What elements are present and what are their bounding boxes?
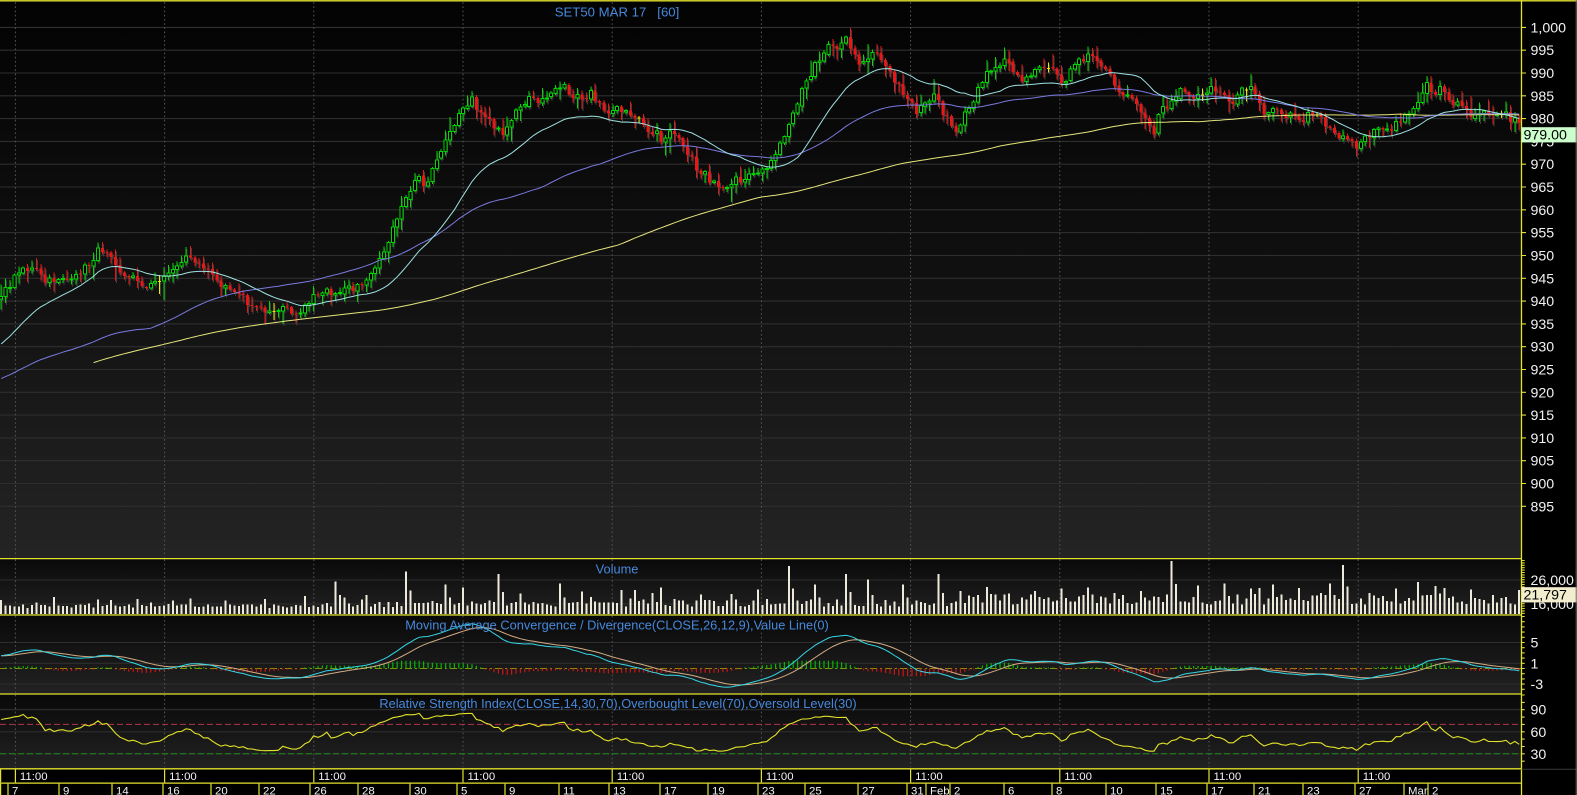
svg-text:5: 5 (461, 786, 467, 795)
svg-text:940: 940 (1531, 294, 1555, 310)
svg-text:SET50 MAR 17 [60]: SET50 MAR 17 [60] (555, 5, 680, 20)
svg-text:27: 27 (862, 786, 875, 795)
svg-text:21,797: 21,797 (1524, 588, 1568, 604)
svg-text:985: 985 (1531, 89, 1555, 105)
svg-text:905: 905 (1531, 454, 1555, 470)
svg-text:11: 11 (563, 786, 575, 795)
svg-text:Moving Average Convergence / D: Moving Average Convergence / Divergence(… (405, 617, 828, 632)
svg-text:23: 23 (1307, 786, 1320, 795)
svg-text:11:00: 11:00 (20, 771, 48, 783)
svg-text:11:00: 11:00 (1363, 771, 1391, 783)
svg-text:14: 14 (116, 786, 129, 795)
svg-text:895: 895 (1531, 499, 1555, 515)
svg-text:11:00: 11:00 (915, 771, 943, 783)
svg-text:10: 10 (1110, 786, 1123, 795)
svg-text:960: 960 (1531, 203, 1555, 219)
svg-text:23: 23 (762, 786, 775, 795)
svg-text:11:00: 11:00 (169, 771, 197, 783)
svg-text:910: 910 (1531, 431, 1555, 447)
svg-text:8: 8 (1056, 786, 1062, 795)
svg-text:2: 2 (954, 786, 960, 795)
svg-text:970: 970 (1531, 157, 1555, 173)
svg-text:17: 17 (1211, 786, 1224, 795)
svg-text:11:00: 11:00 (1214, 771, 1242, 783)
svg-text:30: 30 (414, 786, 427, 795)
svg-text:1,000: 1,000 (1531, 20, 1567, 36)
svg-text:11:00: 11:00 (318, 771, 346, 783)
svg-text:25: 25 (809, 786, 822, 795)
svg-text:7: 7 (12, 786, 18, 795)
svg-text:17: 17 (664, 786, 677, 795)
svg-text:90: 90 (1531, 703, 1547, 719)
svg-text:11:00: 11:00 (1064, 771, 1092, 783)
svg-text:6: 6 (1008, 786, 1014, 795)
svg-text:979.00: 979.00 (1524, 128, 1568, 144)
svg-text:1: 1 (1531, 656, 1539, 672)
svg-text:28: 28 (362, 786, 375, 795)
svg-text:Relative Strength Index(CLOSE,: Relative Strength Index(CLOSE,14,30,70),… (379, 696, 856, 711)
svg-text:950: 950 (1531, 249, 1555, 265)
svg-text:16: 16 (167, 786, 180, 795)
svg-text:19: 19 (712, 786, 725, 795)
svg-text:Mar: Mar (1408, 786, 1428, 795)
svg-text:915: 915 (1531, 408, 1555, 424)
svg-text:955: 955 (1531, 226, 1555, 242)
svg-text:11:00: 11:00 (468, 771, 496, 783)
svg-text:26: 26 (314, 786, 327, 795)
svg-text:5: 5 (1531, 636, 1539, 652)
svg-text:11:00: 11:00 (766, 771, 794, 783)
svg-text:9: 9 (63, 786, 69, 795)
svg-text:21: 21 (1258, 786, 1271, 795)
svg-text:965: 965 (1531, 180, 1555, 196)
svg-text:990: 990 (1531, 66, 1555, 82)
svg-text:26,000: 26,000 (1531, 573, 1575, 589)
svg-text:Feb: Feb (930, 786, 950, 795)
svg-text:9: 9 (509, 786, 515, 795)
svg-text:-3: -3 (1531, 677, 1544, 693)
svg-text:31: 31 (911, 786, 924, 795)
svg-text:27: 27 (1359, 786, 1372, 795)
svg-text:925: 925 (1531, 363, 1555, 379)
svg-text:2: 2 (1432, 786, 1438, 795)
svg-text:11:00: 11:00 (617, 771, 645, 783)
svg-text:30: 30 (1531, 747, 1547, 763)
svg-text:13: 13 (613, 786, 626, 795)
svg-text:900: 900 (1531, 477, 1555, 493)
svg-text:945: 945 (1531, 271, 1555, 287)
svg-text:20: 20 (215, 786, 228, 795)
svg-text:15: 15 (1160, 786, 1173, 795)
svg-text:980: 980 (1531, 112, 1555, 128)
svg-text:920: 920 (1531, 385, 1555, 401)
svg-text:22: 22 (263, 786, 276, 795)
svg-text:995: 995 (1531, 43, 1555, 59)
svg-text:935: 935 (1531, 317, 1555, 333)
svg-text:Volume: Volume (596, 562, 639, 577)
svg-text:930: 930 (1531, 340, 1555, 356)
svg-text:60: 60 (1531, 725, 1547, 741)
